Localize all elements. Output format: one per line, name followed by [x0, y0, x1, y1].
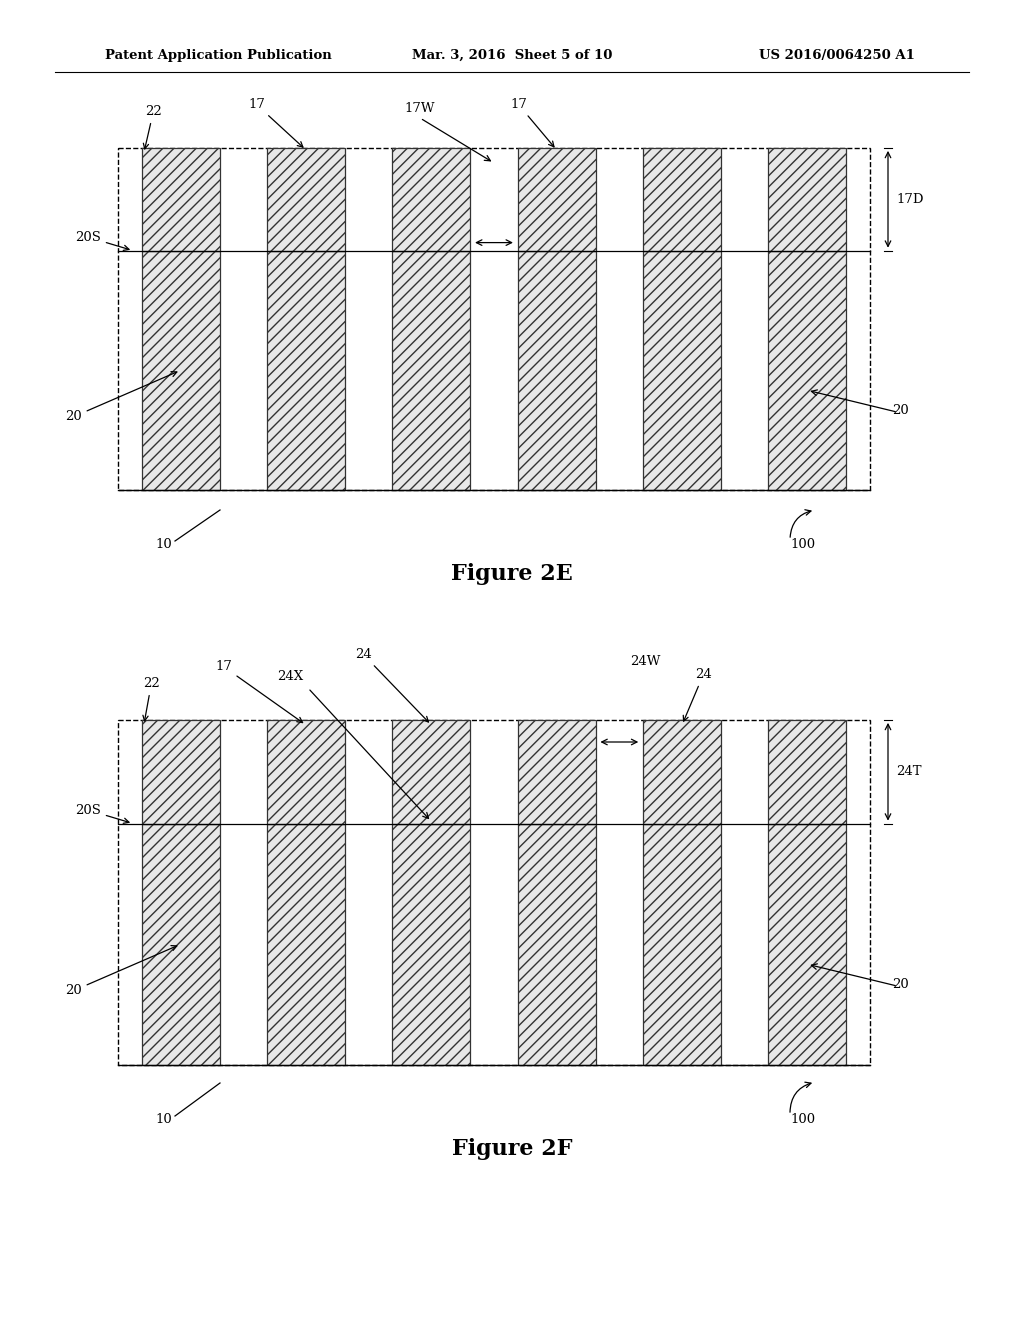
Bar [768, 251, 846, 490]
Text: 17: 17 [215, 660, 303, 722]
Text: 20: 20 [892, 404, 908, 417]
Bar [141, 719, 219, 824]
Text: 24: 24 [355, 648, 428, 722]
Text: US 2016/0064250 A1: US 2016/0064250 A1 [759, 49, 915, 62]
Text: 20: 20 [892, 978, 908, 991]
Bar [518, 148, 596, 251]
Bar [267, 148, 345, 251]
Bar [643, 148, 721, 251]
Text: 20: 20 [65, 945, 177, 997]
Text: 24X: 24X [276, 671, 303, 682]
Bar [392, 148, 470, 251]
Text: 17D: 17D [896, 193, 924, 206]
Text: 24T: 24T [896, 766, 922, 779]
Bar [518, 251, 596, 490]
Bar [267, 824, 345, 1065]
Text: 17: 17 [510, 98, 554, 147]
Text: 100: 100 [790, 539, 815, 550]
Bar [392, 251, 470, 490]
Bar [267, 251, 345, 490]
Text: 10: 10 [155, 539, 172, 550]
Bar [392, 824, 470, 1065]
Bar [643, 251, 721, 490]
Text: Figure 2E: Figure 2E [452, 564, 572, 585]
Bar [118, 719, 870, 1065]
Text: Mar. 3, 2016  Sheet 5 of 10: Mar. 3, 2016 Sheet 5 of 10 [412, 49, 612, 62]
Text: 22: 22 [143, 677, 160, 721]
Bar [392, 719, 470, 824]
Text: 24: 24 [683, 668, 712, 721]
Text: 17W: 17W [404, 102, 435, 115]
Bar [118, 148, 870, 490]
Bar [518, 824, 596, 1065]
Text: 20: 20 [65, 372, 177, 424]
Bar [768, 824, 846, 1065]
Bar [141, 148, 219, 251]
Bar [768, 148, 846, 251]
Text: Patent Application Publication: Patent Application Publication [105, 49, 332, 62]
Text: Figure 2F: Figure 2F [452, 1138, 572, 1160]
Bar [643, 719, 721, 824]
Text: 17: 17 [248, 98, 303, 147]
Text: 20S: 20S [75, 231, 129, 251]
Text: 10: 10 [155, 1113, 172, 1126]
Text: 100: 100 [790, 1113, 815, 1126]
Text: 20S: 20S [75, 804, 129, 824]
Bar [141, 824, 219, 1065]
Bar [768, 719, 846, 824]
Text: 24W: 24W [630, 655, 660, 668]
Text: 22: 22 [143, 106, 162, 149]
Bar [267, 719, 345, 824]
Bar [141, 251, 219, 490]
Bar [518, 719, 596, 824]
Bar [643, 824, 721, 1065]
